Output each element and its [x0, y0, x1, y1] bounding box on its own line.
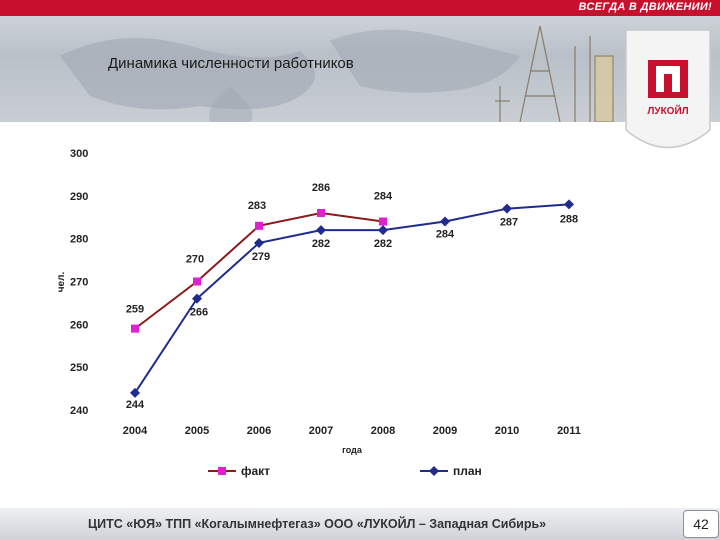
x-tick-label: 2007 [309, 425, 333, 437]
data-label: 259 [126, 304, 144, 316]
y-tick-label: 300 [70, 148, 88, 160]
legend-label: факт [241, 464, 270, 478]
data-point-fact [131, 324, 139, 333]
x-tick-label: 2004 [123, 425, 148, 437]
page-title: Динамика численности работников [108, 55, 354, 72]
chart-legend: факт план [208, 464, 482, 478]
logo-text: ЛУКОЙЛ [647, 104, 688, 117]
data-point-plan [254, 237, 264, 248]
series-line-план [134, 203, 570, 394]
data-label: 282 [374, 238, 392, 250]
y-tick-label: 240 [70, 405, 88, 417]
data-point-plan [502, 203, 512, 214]
footer-bar [0, 508, 720, 540]
data-point-plan [316, 225, 326, 236]
y-tick-label: 260 [70, 319, 88, 331]
data-point-plan [130, 387, 140, 398]
legend-marker-fact [218, 467, 226, 475]
data-label: 284 [374, 191, 393, 203]
legend-marker-plan [429, 466, 439, 476]
top-red-bar [0, 0, 720, 16]
lukoil-logo: ЛУКОЙЛ [625, 30, 711, 149]
oil-rig-graphic [495, 25, 614, 122]
y-tick-label: 290 [70, 191, 88, 203]
x-tick-label: 2008 [371, 425, 395, 437]
x-tick-label: 2009 [433, 425, 457, 437]
data-label: 284 [436, 229, 455, 241]
data-label: 286 [312, 182, 330, 194]
data-point-plan [192, 293, 202, 304]
header-banner: ВСЕГДА В ДВИЖЕНИИ! Динамика численности … [0, 0, 720, 122]
y-axis-label: чел. [56, 272, 67, 293]
data-point-fact [379, 217, 387, 226]
page-number: 42 [683, 510, 719, 538]
data-label: 270 [186, 254, 204, 266]
y-tick-label: 270 [70, 277, 88, 289]
data-label: 288 [560, 213, 578, 225]
data-point-plan [440, 216, 450, 227]
y-tick-label: 280 [70, 234, 88, 246]
data-label: 282 [312, 238, 330, 250]
x-tick-label: 2006 [247, 425, 271, 437]
slogan: ВСЕГДА В ДВИЖЕНИИ! [578, 1, 712, 13]
legend-label: план [453, 464, 482, 478]
x-tick-label: 2011 [557, 425, 581, 437]
y-tick-label: 250 [70, 362, 88, 374]
data-label: 287 [500, 217, 518, 229]
data-point-fact [255, 221, 263, 230]
world-map-background [60, 25, 614, 122]
data-label: 266 [190, 307, 208, 319]
data-label: 283 [248, 200, 266, 212]
y-axis: 240 250 260 270 280 290 300 [70, 148, 88, 417]
x-axis: 2004 2005 2006 2007 2008 2009 2010 2011 [123, 425, 581, 437]
data-point-fact [193, 277, 201, 286]
data-point-plan [564, 199, 574, 210]
x-tick-label: 2010 [495, 425, 519, 437]
footer-text: ЦИТС «ЮЯ» ТПП «Когалымнефтегаз» ООО «ЛУК… [88, 517, 547, 531]
data-label: 279 [252, 251, 270, 263]
data-point-fact [317, 208, 325, 217]
x-tick-label: 2005 [185, 425, 209, 437]
data-label: 244 [126, 399, 145, 411]
chart-series: 259 270 283 286 284 244 266 279 282 282 284 287 288 [126, 182, 578, 411]
data-point-plan [378, 225, 388, 236]
x-axis-label: года [342, 445, 363, 455]
